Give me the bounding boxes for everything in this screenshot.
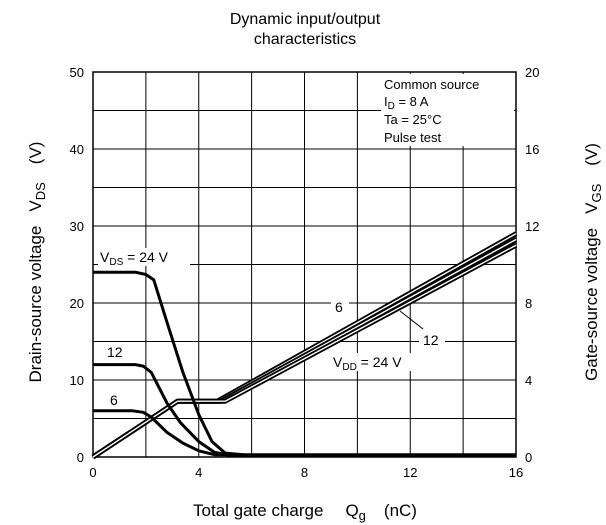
leader-vgs-12 xyxy=(399,310,424,330)
chart-title-line-2: characteristics xyxy=(254,31,356,48)
y-left-tick-label: 10 xyxy=(70,373,84,388)
y-left-tick-label: 20 xyxy=(70,296,84,311)
y-left-tick-label: 40 xyxy=(70,142,84,157)
label-vds-12: 12 xyxy=(107,344,123,360)
x-tick-label: 8 xyxy=(301,465,308,480)
label-vds-6: 6 xyxy=(110,392,118,408)
condition-common-source: Common source xyxy=(384,77,479,92)
x-tick-label: 0 xyxy=(89,465,96,480)
x-axis-label: Total gate charge Qg (nC) xyxy=(193,501,417,523)
label-bg-vgs12 xyxy=(419,330,445,348)
x-tick-label: 4 xyxy=(195,465,202,480)
vgs-series-inner xyxy=(92,244,517,458)
conditions-box xyxy=(381,74,514,146)
label-vdd-24: VDD = 24 V xyxy=(333,354,402,373)
label-vds-24: VDS = 24 V xyxy=(100,249,169,268)
condition-ta: Ta = 25°C xyxy=(384,112,442,127)
y-right-tick-label: 16 xyxy=(525,142,539,157)
label-vgs-6: 6 xyxy=(335,299,343,315)
label-bg-vds6 xyxy=(107,391,123,409)
condition-pulse-test: Pulse test xyxy=(384,130,441,145)
x-tick-label: 16 xyxy=(509,465,523,480)
y-axis-right-label: Gate-source voltageVGS(V) xyxy=(582,143,604,381)
y-left-tick-label: 30 xyxy=(70,219,84,234)
label-vgs-12: 12 xyxy=(423,332,439,348)
label-bg-vdd xyxy=(330,353,418,371)
y-right-tick-label: 0 xyxy=(525,450,532,465)
x-tick-label: 12 xyxy=(403,465,417,480)
condition-id: ID = 8 A xyxy=(384,94,429,112)
series-group xyxy=(91,231,518,460)
label-bg-vgs6 xyxy=(331,297,349,315)
y-right-tick-label: 8 xyxy=(525,296,532,311)
label-bg-vds24 xyxy=(98,248,190,266)
label-bg-vds12 xyxy=(104,343,128,361)
y-right-tick-label: 12 xyxy=(525,219,539,234)
vds-series-line xyxy=(93,409,516,457)
y-left-tick-label: 50 xyxy=(70,65,84,80)
chart-title-line-1: Dynamic input/output xyxy=(230,11,381,28)
y-left-tick-label: 0 xyxy=(77,450,84,465)
y-right-tick-label: 4 xyxy=(525,373,532,388)
y-right-tick-label: 20 xyxy=(525,65,539,80)
y-axis-left-label: Drain-source voltageVDS(V) xyxy=(26,142,48,383)
